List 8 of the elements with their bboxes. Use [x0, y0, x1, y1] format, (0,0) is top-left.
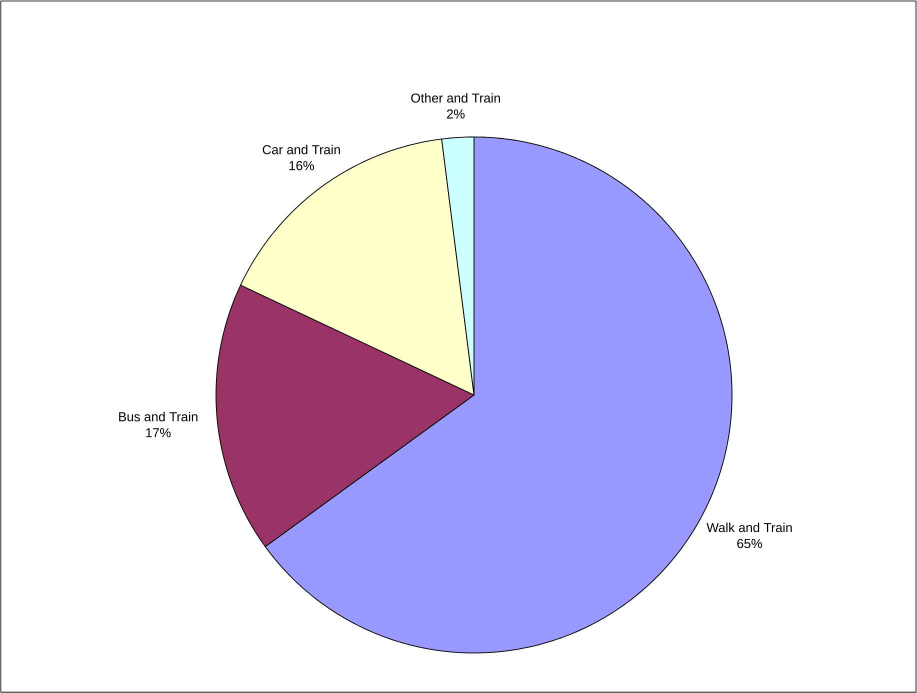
data-label: 16%: [289, 161, 314, 170]
slice-label: Walk and Train: [706, 522, 792, 532]
slice-label: Car and Train: [262, 144, 340, 154]
data-label: 2%: [447, 109, 465, 119]
data-label: 17%: [146, 428, 171, 438]
slice-label: Other and Train: [411, 93, 500, 103]
data-label: 65%: [737, 538, 762, 548]
slice-label: Bus and Train: [119, 412, 198, 422]
